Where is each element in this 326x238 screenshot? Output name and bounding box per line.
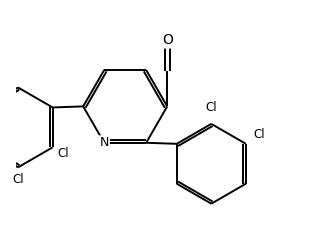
Text: Cl: Cl: [58, 147, 69, 160]
Text: Cl: Cl: [205, 101, 217, 114]
Text: Cl: Cl: [254, 128, 265, 141]
Text: N: N: [99, 136, 109, 149]
Text: Cl: Cl: [12, 174, 24, 186]
Text: O: O: [162, 34, 173, 47]
